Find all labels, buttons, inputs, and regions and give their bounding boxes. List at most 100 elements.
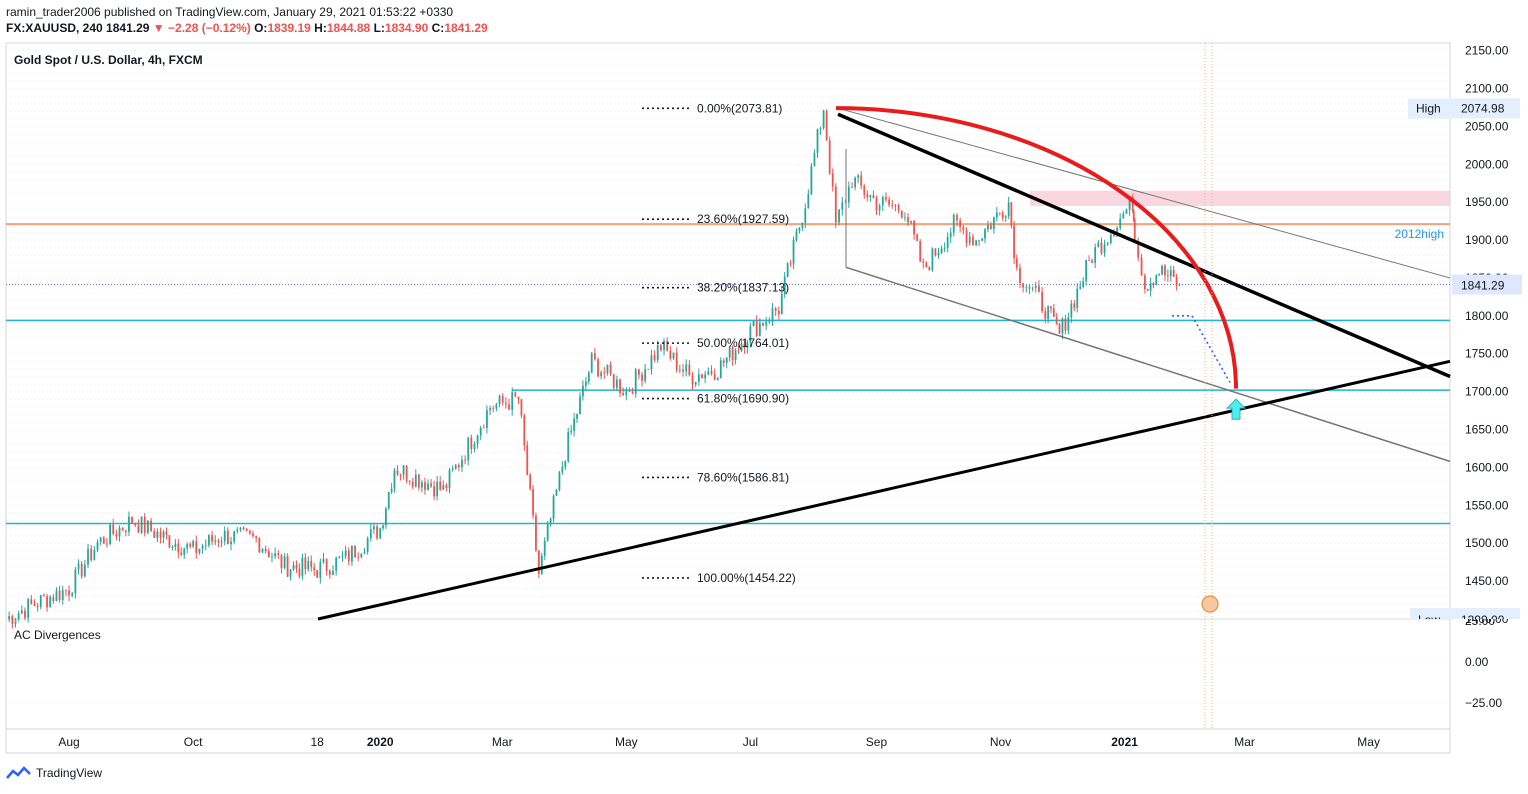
- candle-body: [131, 516, 133, 524]
- candle-body: [998, 212, 1001, 214]
- candle-body: [454, 464, 457, 469]
- brand-name: TradingView: [36, 766, 103, 780]
- candle-body: [357, 557, 360, 558]
- tradingview-logo[interactable]: TradingView: [6, 766, 102, 780]
- candle-body: [758, 322, 761, 336]
- y-tick-label: 1750.00: [1465, 347, 1509, 361]
- candle-body: [511, 392, 514, 410]
- candle-body: [795, 231, 798, 240]
- candle-body: [694, 381, 697, 385]
- candle-body: [316, 570, 319, 578]
- candle-body: [140, 516, 143, 533]
- candle-body: [1144, 275, 1146, 290]
- candle-body: [335, 557, 338, 571]
- chart-title: Gold Spot / U.S. Dollar, 4h, FXCM: [14, 53, 203, 67]
- candle-body: [659, 345, 662, 351]
- projection-dotted-path[interactable]: [1172, 315, 1231, 383]
- candle-body: [433, 486, 436, 497]
- candle-body: [14, 619, 17, 624]
- candle-body: [489, 408, 491, 411]
- candle-body: [975, 240, 978, 246]
- economic-event-icon[interactable]: [1201, 595, 1219, 613]
- price-chart[interactable]: 0.00%(2073.81) 23.60%(1927.59) 38.20%(1837…: [0, 0, 1528, 760]
- fib-level-label: 0.00%(2073.81): [697, 101, 782, 115]
- candle-body: [223, 530, 226, 542]
- candle-body: [445, 485, 448, 489]
- candle-body: [995, 212, 998, 218]
- candle-body: [653, 355, 656, 361]
- candle-body: [1146, 289, 1149, 291]
- candle-body: [780, 293, 783, 314]
- candle-body: [1064, 318, 1067, 331]
- candle-body: [408, 480, 411, 482]
- candle-body: [121, 527, 124, 531]
- candle-body: [1172, 270, 1175, 277]
- pink-resistance-zone[interactable]: [1030, 190, 1450, 206]
- candle-body: [267, 551, 270, 558]
- candle-body: [180, 552, 183, 555]
- candle-body: [233, 531, 236, 542]
- candle-body: [71, 593, 74, 596]
- candle-body: [198, 548, 201, 553]
- channel-lower-line[interactable]: [845, 266, 1451, 463]
- candle-body: [162, 531, 165, 538]
- candle-body: [869, 195, 872, 198]
- candle-body: [520, 399, 523, 416]
- candle-body: [1073, 303, 1076, 308]
- candle-body: [774, 308, 777, 311]
- candle-body: [1076, 288, 1079, 308]
- candle-body: [916, 234, 919, 242]
- candle-body: [1004, 216, 1007, 218]
- candle-body: [498, 395, 501, 405]
- publisher-line: ramin_trader2006 published on TradingVie…: [6, 5, 454, 19]
- candle-body: [860, 175, 863, 186]
- fibonacci-retracement[interactable]: 0.00%(2073.81) 23.60%(1927.59) 38.20%(1837…: [642, 101, 796, 585]
- x-tick-label: Jul: [743, 735, 758, 749]
- candle-body: [96, 542, 99, 550]
- downtrend-line[interactable]: [837, 112, 1451, 379]
- candle-body: [900, 210, 903, 218]
- candle-body: [731, 346, 734, 361]
- candle-body: [90, 548, 93, 560]
- uptrend-line[interactable]: [317, 359, 1451, 621]
- candle-body: [885, 196, 887, 200]
- candle-body: [1044, 311, 1047, 319]
- candle-body: [258, 538, 261, 553]
- candle-body: [156, 531, 159, 538]
- candle-body: [171, 547, 174, 548]
- candle-body: [704, 374, 707, 379]
- symbol: FX:XAUUSD, 240: [6, 21, 103, 35]
- red-arc[interactable]: [835, 106, 1238, 389]
- indicator-title: AC Divergences: [14, 628, 101, 642]
- low-label: Low: [1418, 613, 1440, 627]
- candle-body: [427, 483, 429, 490]
- close-label: C:: [431, 21, 445, 35]
- candle-body: [949, 232, 952, 238]
- fib-level-label: 100.00%(1454.22): [697, 571, 796, 585]
- candle-body: [65, 590, 67, 591]
- drawings[interactable]: [317, 43, 1451, 729]
- candle-body: [834, 186, 837, 223]
- candle-body: [752, 321, 755, 327]
- channel-upper-line[interactable]: [837, 107, 1451, 279]
- candle-body: [369, 529, 372, 539]
- candle-body: [907, 217, 909, 223]
- candle-body: [1113, 234, 1115, 237]
- candle-body: [564, 461, 567, 468]
- candle-body: [448, 469, 451, 489]
- candle-body: [888, 199, 891, 205]
- candle-body: [43, 595, 45, 597]
- candle-body: [1013, 225, 1015, 259]
- up-arrow-icon[interactable]: [1226, 398, 1246, 420]
- x-tick-label: Nov: [990, 735, 1011, 749]
- candle-body: [464, 459, 466, 461]
- candle-body: [1152, 283, 1155, 285]
- candle-body: [27, 599, 30, 618]
- candle-body: [30, 599, 33, 604]
- candle-body: [211, 535, 213, 542]
- candle-body: [128, 516, 130, 532]
- candle-body: [87, 548, 89, 565]
- candle-body: [863, 185, 866, 195]
- candle-body: [424, 482, 426, 490]
- candle-body: [36, 605, 39, 608]
